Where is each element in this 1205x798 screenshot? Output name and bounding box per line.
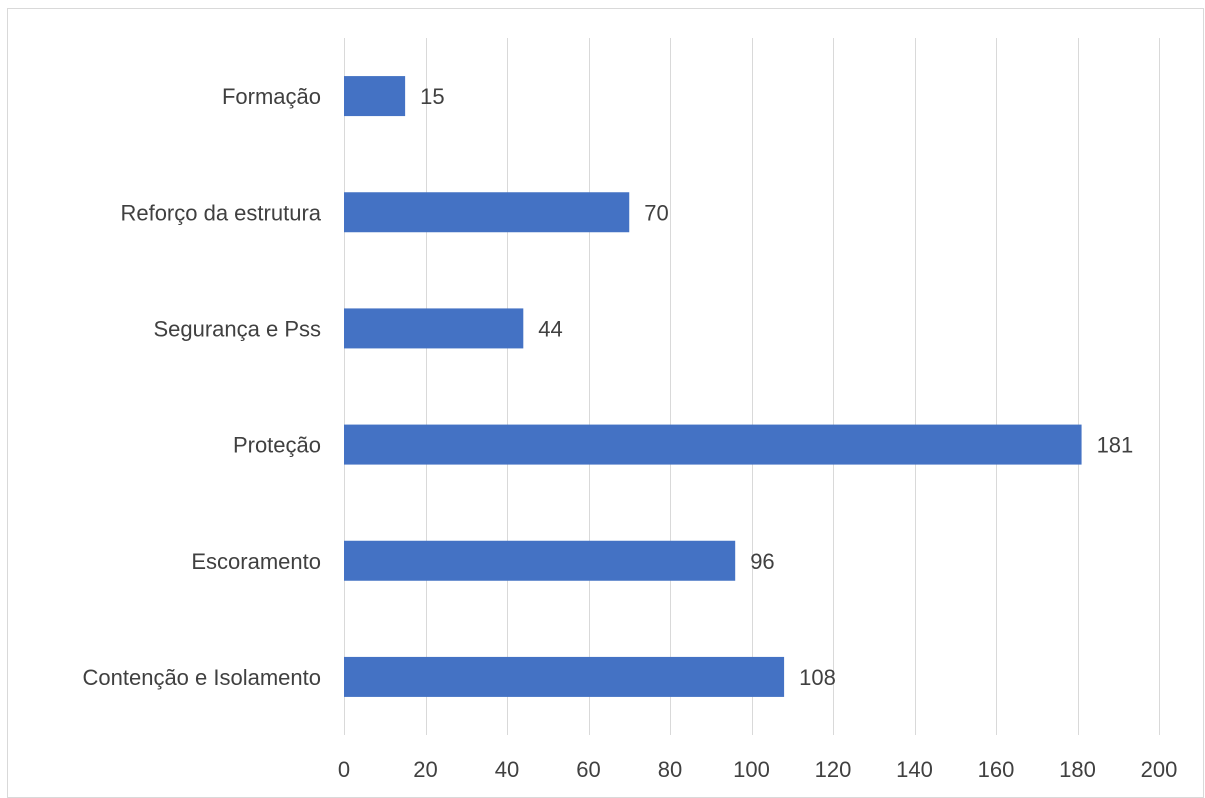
category-label-1: Formação: [222, 84, 321, 109]
x-tick-label-40: 40: [495, 757, 519, 782]
data-label-6: 108: [799, 665, 836, 690]
gridlines: [344, 38, 1160, 735]
x-tick-label-160: 160: [978, 757, 1015, 782]
category-label-6: Contenção e Isolamento: [83, 665, 322, 690]
category-label-4: Proteção: [233, 433, 321, 458]
x-tick-label-60: 60: [576, 757, 600, 782]
bar-1: [344, 76, 406, 117]
x-tick-label-20: 20: [413, 757, 437, 782]
data-label-5: 96: [750, 549, 774, 574]
x-tick-label-120: 120: [815, 757, 852, 782]
x-tick-label-140: 140: [896, 757, 933, 782]
category-label-3: Segurança e Pss: [153, 316, 321, 341]
category-label-5: Escoramento: [191, 549, 321, 574]
data-label-3: 44: [538, 316, 562, 341]
bars: [344, 76, 1082, 697]
data-label-1: 15: [420, 84, 444, 109]
data-labels: 15 70 44 181 96 108: [420, 84, 1133, 690]
data-label-4: 181: [1097, 433, 1134, 458]
x-tick-label-200: 200: [1141, 757, 1178, 782]
x-tick-label-80: 80: [658, 757, 682, 782]
x-tick-label-180: 180: [1059, 757, 1096, 782]
value-axis-labels: 0 20 40 60 80 100 120 140 160 180 200: [338, 757, 1177, 782]
bar-3: [344, 308, 524, 349]
x-tick-label-100: 100: [733, 757, 770, 782]
bar-5: [344, 540, 736, 581]
bar-6: [344, 656, 785, 697]
bar-4: [344, 424, 1082, 465]
bar-2: [344, 192, 630, 233]
category-label-2: Reforço da estrutura: [120, 200, 321, 225]
x-tick-label-0: 0: [338, 757, 350, 782]
data-label-2: 70: [644, 200, 668, 225]
category-axis-labels: Formação Reforço da estrutura Segurança e …: [83, 84, 322, 690]
